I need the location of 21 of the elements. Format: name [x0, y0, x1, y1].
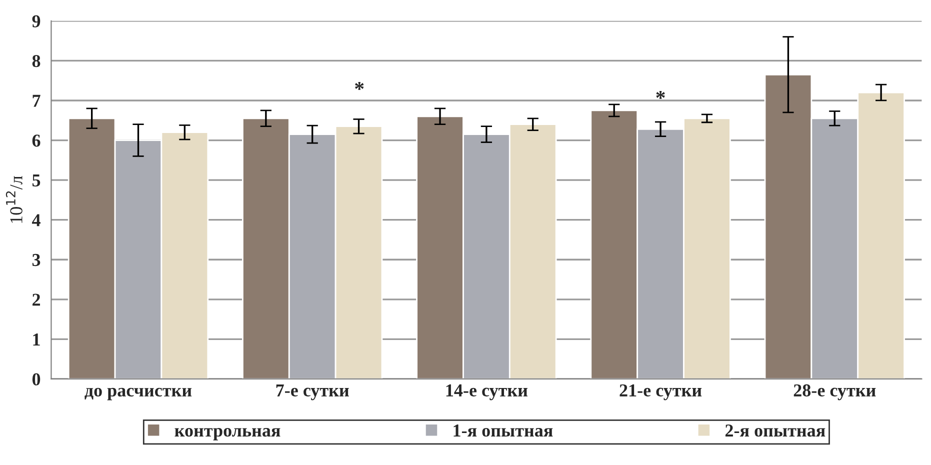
- annotation: *: [355, 82, 364, 90]
- x-tick-label: до расчистки: [84, 388, 192, 400]
- x-tick-label: 21-е сутки: [620, 384, 702, 400]
- x-tick-label: 7-е сутки: [276, 384, 349, 400]
- legend-label: 2-я опытная: [725, 424, 826, 437]
- y-tick-label: 6: [32, 134, 40, 147]
- y-tick-label: 8: [32, 54, 40, 68]
- annotation: *: [656, 90, 665, 99]
- legend-label: контрольная: [174, 428, 280, 440]
- x-tick-label: 14-е сутки: [446, 384, 528, 400]
- y-tick-label: 0: [32, 373, 40, 386]
- y-axis-title: 10$^{12}$/л: [6, 176, 22, 223]
- y-tick-label: 4: [32, 214, 40, 226]
- y-tick-label: 3: [32, 254, 40, 266]
- legend-label: 1-я опытная: [454, 424, 553, 437]
- y-tick-label: 7: [32, 94, 40, 107]
- y-tick-label: 9: [32, 15, 40, 28]
- x-tick-label: 28-е сутки: [794, 384, 876, 400]
- y-tick-label: 1: [33, 334, 40, 346]
- y-tick-label: 5: [32, 174, 40, 186]
- y-tick-label: 2: [32, 294, 40, 306]
